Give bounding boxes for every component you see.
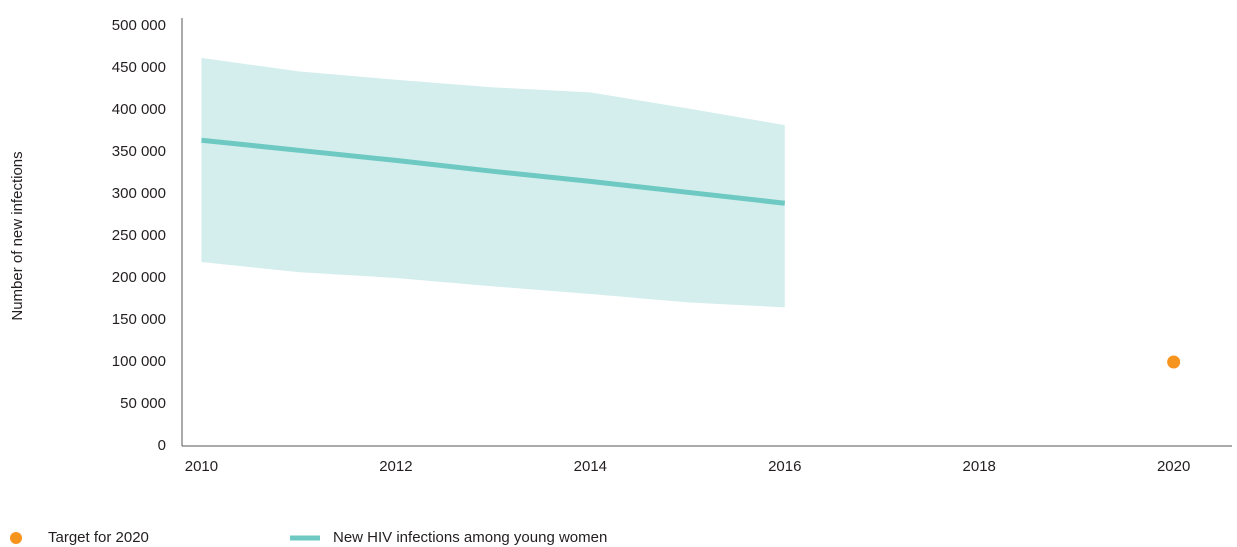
y-tick-label: 250 000 <box>112 227 166 244</box>
target-point <box>1167 355 1181 369</box>
legend-label: New HIV infections among young women <box>333 529 607 546</box>
x-tick-label: 2010 <box>185 458 218 475</box>
y-tick-label: 300 000 <box>112 185 166 202</box>
y-axis-label: Number of new infections <box>9 151 26 320</box>
y-tick-label: 0 <box>158 437 166 454</box>
x-tick-label: 2012 <box>379 458 412 475</box>
x-tick-label: 2018 <box>963 458 996 475</box>
legend-swatch <box>10 532 22 544</box>
x-tick-label: 2020 <box>1157 458 1190 475</box>
legend-label: Target for 2020 <box>48 529 149 546</box>
y-tick-label: 450 000 <box>112 59 166 76</box>
y-tick-label: 100 000 <box>112 353 166 370</box>
y-tick-label: 350 000 <box>112 143 166 160</box>
y-tick-label: 400 000 <box>112 101 166 118</box>
y-tick-label: 150 000 <box>112 311 166 328</box>
x-tick-label: 2014 <box>574 458 607 475</box>
y-tick-label: 200 000 <box>112 269 166 286</box>
x-tick-label: 2016 <box>768 458 801 475</box>
uncertainty-band <box>201 57 785 308</box>
y-tick-label: 50 000 <box>120 395 166 412</box>
line <box>201 137 786 206</box>
y-tick-label: 500 000 <box>112 17 166 34</box>
